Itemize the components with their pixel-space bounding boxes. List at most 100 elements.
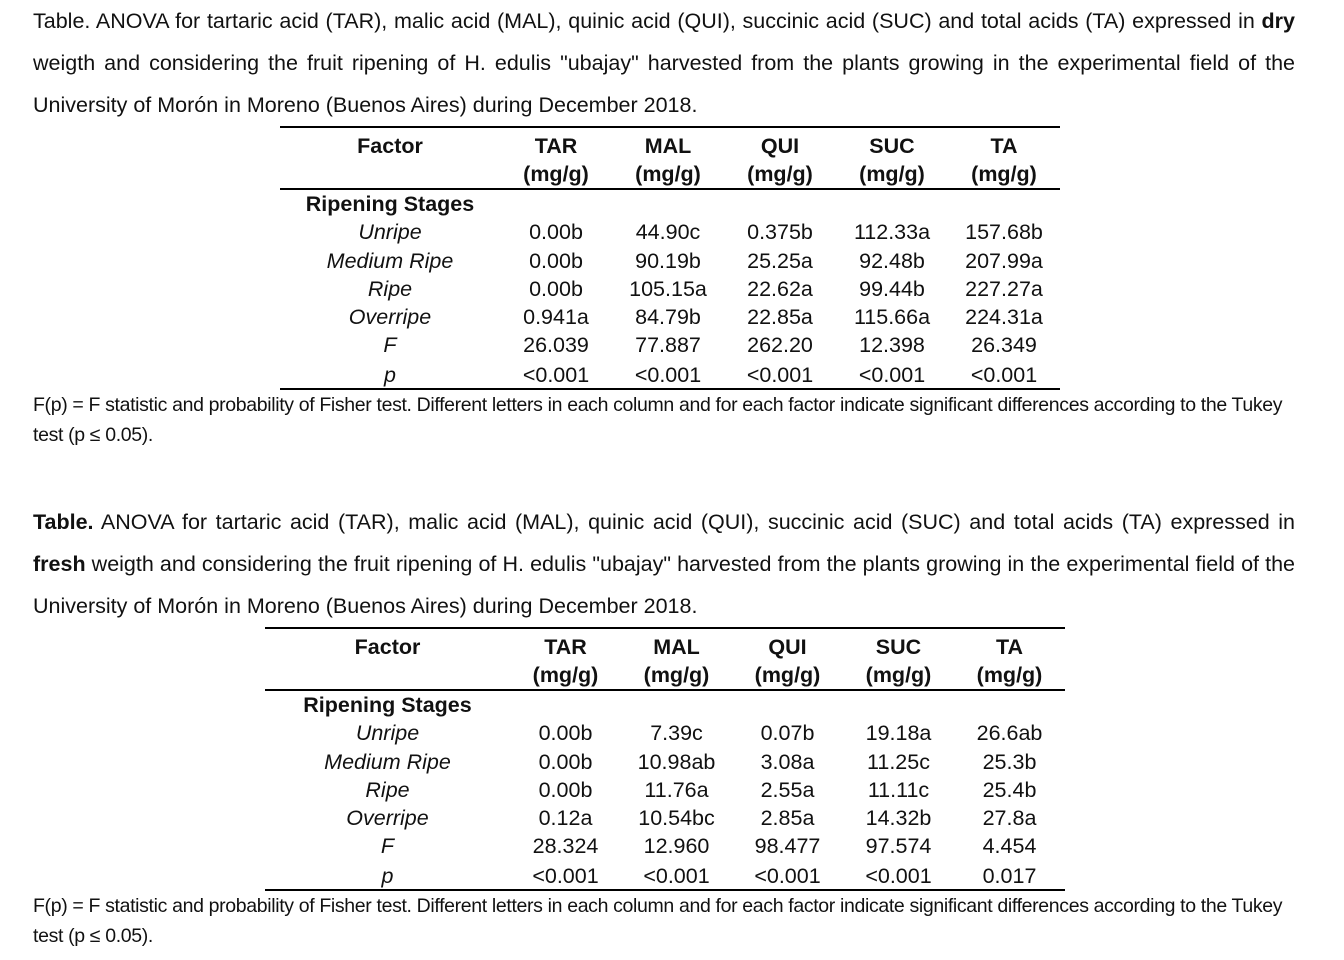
table-cell: 92.48b <box>859 248 925 273</box>
table-cell: 2.55a <box>760 777 815 802</box>
table-cell: <0.001 <box>948 359 1060 390</box>
table-cell: <0.001 <box>732 860 843 891</box>
header-col-name: MAL <box>612 126 724 160</box>
header-col-name: TA <box>948 126 1060 160</box>
table-cell: 27.8a <box>982 806 1037 831</box>
header-col-unit: (mg/g) <box>612 160 724 190</box>
row-label: Unripe <box>355 721 420 746</box>
anova-table: Factor TAR MAL QUI SUC TA (mg/g) (mg/g) … <box>280 126 1060 390</box>
group-label: Ripening Stages <box>305 192 475 216</box>
table-cell: 26.039 <box>523 333 589 358</box>
table-row: Medium Ripe 0.00b 10.98ab 3.08a 11.25c 2… <box>265 748 1065 776</box>
table-cell: 3.08a <box>760 749 815 774</box>
table-row: p <0.001 <0.001 <0.001 <0.001 0.017 <box>265 860 1065 891</box>
table-cell: 0.00b <box>529 220 583 245</box>
table-row: F 26.039 77.887 262.20 12.398 26.349 <box>280 331 1060 359</box>
header-col-name: MAL <box>621 627 732 661</box>
row-label: p <box>280 359 500 390</box>
header-factor: Factor <box>280 126 500 160</box>
row-label: Medium Ripe <box>326 248 454 273</box>
table-section-fresh: Table. ANOVA for tartaric acid (TAR), ma… <box>33 501 1295 951</box>
table-cell: 28.324 <box>532 834 599 859</box>
table-row: p <0.001 <0.001 <0.001 <0.001 <0.001 <box>280 359 1060 390</box>
table-cell: 10.98ab <box>637 749 716 774</box>
caption-prefix: Table. <box>33 9 91 33</box>
row-label: Ripe <box>367 276 413 301</box>
table-row: F 28.324 12.960 98.477 97.574 4.454 <box>265 832 1065 860</box>
caption-text-before: ANOVA for tartaric acid (TAR), malic aci… <box>90 9 1262 33</box>
row-label: F <box>380 834 395 859</box>
table-cell: <0.001 <box>843 860 954 891</box>
table-row: Ripe 0.00b 105.15a 22.62a 99.44b 227.27a <box>280 275 1060 303</box>
caption-text-after: weigth and considering the fruit ripenin… <box>33 51 1295 117</box>
row-label: F <box>383 333 397 358</box>
row-label: Unripe <box>358 220 422 245</box>
table-cell: 97.574 <box>865 834 932 859</box>
table-cell: 112.33a <box>853 220 931 245</box>
header-col-unit: (mg/g) <box>621 661 732 691</box>
header-col-unit: (mg/g) <box>948 160 1060 190</box>
table-cell: 25.25a <box>747 248 813 273</box>
table-cell: 90.19b <box>635 248 701 273</box>
header-col-unit: (mg/g) <box>724 160 836 190</box>
table-cell: 115.66a <box>853 305 931 330</box>
table-cell: <0.001 <box>612 359 724 390</box>
header-col-unit: (mg/g) <box>500 160 612 190</box>
header-col-name: TAR <box>500 126 612 160</box>
row-label: p <box>265 860 510 891</box>
table-cell: 224.31a <box>965 305 1043 330</box>
table-row: Unripe 0.00b 44.90c 0.375b 112.33a 157.6… <box>280 218 1060 246</box>
table-cell: 0.00b <box>529 248 583 273</box>
table-cell: 0.07b <box>760 721 815 746</box>
table-cell: 44.90c <box>635 220 701 245</box>
table-row: Overripe 0.941a 84.79b 22.85a 115.66a 22… <box>280 303 1060 331</box>
table-cell: 99.44b <box>859 276 925 301</box>
header-col-name: QUI <box>724 126 836 160</box>
table-cell: 0.12a <box>538 806 593 831</box>
table-cell: 0.00b <box>538 749 593 774</box>
table-caption: Table. ANOVA for tartaric acid (TAR), ma… <box>33 501 1295 627</box>
table-cell: 105.15a <box>629 276 707 301</box>
header-col-unit: (mg/g) <box>954 661 1065 691</box>
table-cell: 0.00b <box>538 777 593 802</box>
table-cell: 0.017 <box>954 860 1065 891</box>
table-cell: 262.20 <box>747 333 813 358</box>
table-cell: 227.27a <box>965 276 1043 301</box>
table-cell: 11.76a <box>644 777 709 802</box>
table-cell: 25.4b <box>982 777 1037 802</box>
row-label: Overripe <box>346 806 429 831</box>
group-label: Ripening Stages <box>303 693 472 717</box>
table-cell: 4.454 <box>982 834 1037 859</box>
table-cell: 11.25c <box>867 749 930 774</box>
table-row: Overripe 0.12a 10.54bc 2.85a 14.32b 27.8… <box>265 804 1065 832</box>
table-section-dry: Table. ANOVA for tartaric acid (TAR), ma… <box>33 0 1295 450</box>
table-cell: 26.6ab <box>976 721 1043 746</box>
header-col-unit: (mg/g) <box>836 160 948 190</box>
header-col-name: QUI <box>732 627 843 661</box>
anova-table: Factor TAR MAL QUI SUC TA (mg/g) (mg/g) … <box>265 627 1065 891</box>
caption-text-before: ANOVA for tartaric acid (TAR), malic aci… <box>93 510 1295 534</box>
table-cell: <0.001 <box>510 860 621 891</box>
table-cell: 0.00b <box>538 721 593 746</box>
table-cell: 77.887 <box>635 333 701 358</box>
table-cell: 157.68b <box>965 220 1043 245</box>
table-cell: 11.11c <box>867 777 930 802</box>
header-col-unit: (mg/g) <box>843 661 954 691</box>
table-cell: 19.18a <box>865 721 932 746</box>
table-cell: 98.477 <box>754 834 821 859</box>
table-cell: 26.349 <box>971 333 1037 358</box>
table-row: Ripe 0.00b 11.76a 2.55a 11.11c 25.4b <box>265 776 1065 804</box>
caption-emphasis: fresh <box>33 552 86 576</box>
caption-emphasis: dry <box>1261 9 1295 33</box>
row-label: Ripe <box>365 777 410 802</box>
header-col-name: TAR <box>510 627 621 661</box>
table-cell: <0.001 <box>836 359 948 390</box>
header-col-unit: (mg/g) <box>732 661 843 691</box>
table-cell: 25.3b <box>982 749 1037 774</box>
header-col-name: SUC <box>843 627 954 661</box>
table-footnote: F(p) = F statistic and probability of Fi… <box>33 894 1283 947</box>
caption-text-after: weigth and considering the fruit ripenin… <box>33 552 1295 618</box>
table-cell: 84.79b <box>635 305 701 330</box>
table-cell: 12.398 <box>859 333 925 358</box>
table-footnote: F(p) = F statistic and probability of Fi… <box>33 393 1283 446</box>
